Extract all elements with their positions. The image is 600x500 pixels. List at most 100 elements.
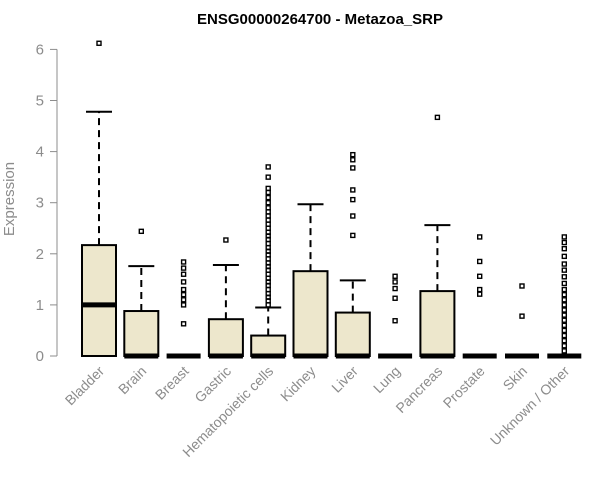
outlier-point <box>477 258 483 265</box>
outlier-point <box>477 286 483 293</box>
box-group <box>462 234 497 359</box>
outlier-point <box>561 307 567 313</box>
box <box>123 310 160 358</box>
x-tick-label: Unknown / Other <box>487 363 573 449</box>
outlier-point <box>265 205 271 211</box>
outlier-point <box>265 199 271 206</box>
y-axis-label: Expression <box>1 162 18 236</box>
y-tick-label: 5 <box>36 93 44 110</box>
outlier-point <box>561 274 567 280</box>
outlier-point <box>180 265 187 271</box>
outlier-point <box>561 332 567 339</box>
y-tick-label: 4 <box>36 144 44 161</box>
outlier-point <box>477 291 483 297</box>
box-group <box>547 234 582 359</box>
outlier-point <box>265 174 271 180</box>
outlier-point <box>265 164 271 170</box>
outlier-point <box>519 283 525 289</box>
box <box>292 270 329 358</box>
x-tick-label: Brain <box>115 363 149 397</box>
box-group <box>292 203 329 359</box>
outlier-point <box>96 40 102 46</box>
outlier-point <box>477 234 483 240</box>
box-group <box>123 228 160 359</box>
outlier-point <box>561 291 567 298</box>
outlier-point <box>350 165 356 171</box>
outlier-point <box>561 343 567 349</box>
box-group <box>505 283 539 359</box>
x-tick-label: Bladder <box>62 363 108 409</box>
box-group <box>166 259 201 359</box>
outlier-point <box>561 337 567 344</box>
outlier-point <box>561 261 567 267</box>
x-tick-label: Prostate <box>440 363 488 411</box>
x-tick-label: Pancreas <box>392 363 445 416</box>
outlier-point <box>561 239 567 246</box>
box-group <box>207 237 244 359</box>
chart-title: ENSG00000264700 - Metazoa_SRP <box>197 11 443 28</box>
outlier-point <box>561 297 567 303</box>
box-group <box>334 151 371 359</box>
box-group <box>419 114 456 359</box>
outlier-point <box>561 280 567 287</box>
y-tick-label: 1 <box>36 297 44 314</box>
x-tick-label: Breast <box>152 363 192 403</box>
outlier-point <box>350 232 356 239</box>
box <box>334 311 371 358</box>
outlier-point <box>561 327 567 334</box>
outlier-point <box>519 313 525 319</box>
box <box>419 290 456 357</box>
outlier-point <box>265 194 271 201</box>
box-group <box>81 40 117 358</box>
outlier-point <box>392 279 398 285</box>
x-tick-label: Kidney <box>277 363 319 405</box>
outlier-point <box>561 312 567 318</box>
outlier-point <box>561 322 567 329</box>
outlier-point <box>180 291 187 298</box>
outlier-point <box>392 285 398 292</box>
y-tick-label: 3 <box>36 195 44 212</box>
outlier-point <box>350 187 356 193</box>
outlier-point <box>561 245 567 252</box>
outlier-point <box>180 302 187 308</box>
outlier-point <box>350 196 356 203</box>
outlier-point <box>350 157 356 163</box>
box-group <box>378 273 413 359</box>
outlier-point <box>180 271 187 277</box>
y-tick-label: 2 <box>36 246 44 263</box>
y-tick-label: 0 <box>36 348 44 365</box>
outlier-point <box>223 237 229 243</box>
outlier-point <box>392 295 398 301</box>
box <box>81 244 117 358</box>
x-tick-label: Liver <box>328 363 361 396</box>
outlier-point <box>350 213 356 219</box>
outlier-point <box>392 318 398 324</box>
x-tick-label: Skin <box>500 363 531 394</box>
box <box>250 334 287 357</box>
y-axis: 0 1 2 3 4 5 6 <box>36 41 58 365</box>
outlier-point <box>561 253 567 260</box>
outlier-point <box>350 151 356 158</box>
outlier-point <box>434 114 441 121</box>
outlier-point <box>180 259 187 265</box>
outlier-point <box>561 348 567 354</box>
outlier-point <box>265 185 271 192</box>
outlier-point <box>561 317 567 323</box>
outlier-point <box>180 297 187 303</box>
outlier-point <box>561 302 567 308</box>
outlier-point <box>180 321 187 327</box>
outlier-point <box>477 273 483 279</box>
boxes <box>81 40 582 359</box>
outlier-point <box>392 273 398 279</box>
outlier-point <box>561 267 567 273</box>
y-tick-label: 6 <box>36 41 44 58</box>
outlier-point <box>180 286 187 293</box>
outlier-point <box>561 234 567 240</box>
outlier-point <box>561 286 567 293</box>
outlier-point <box>138 228 145 235</box>
outlier-point <box>180 279 187 285</box>
x-tick-label: Lung <box>370 363 403 396</box>
box-group <box>250 164 287 359</box>
